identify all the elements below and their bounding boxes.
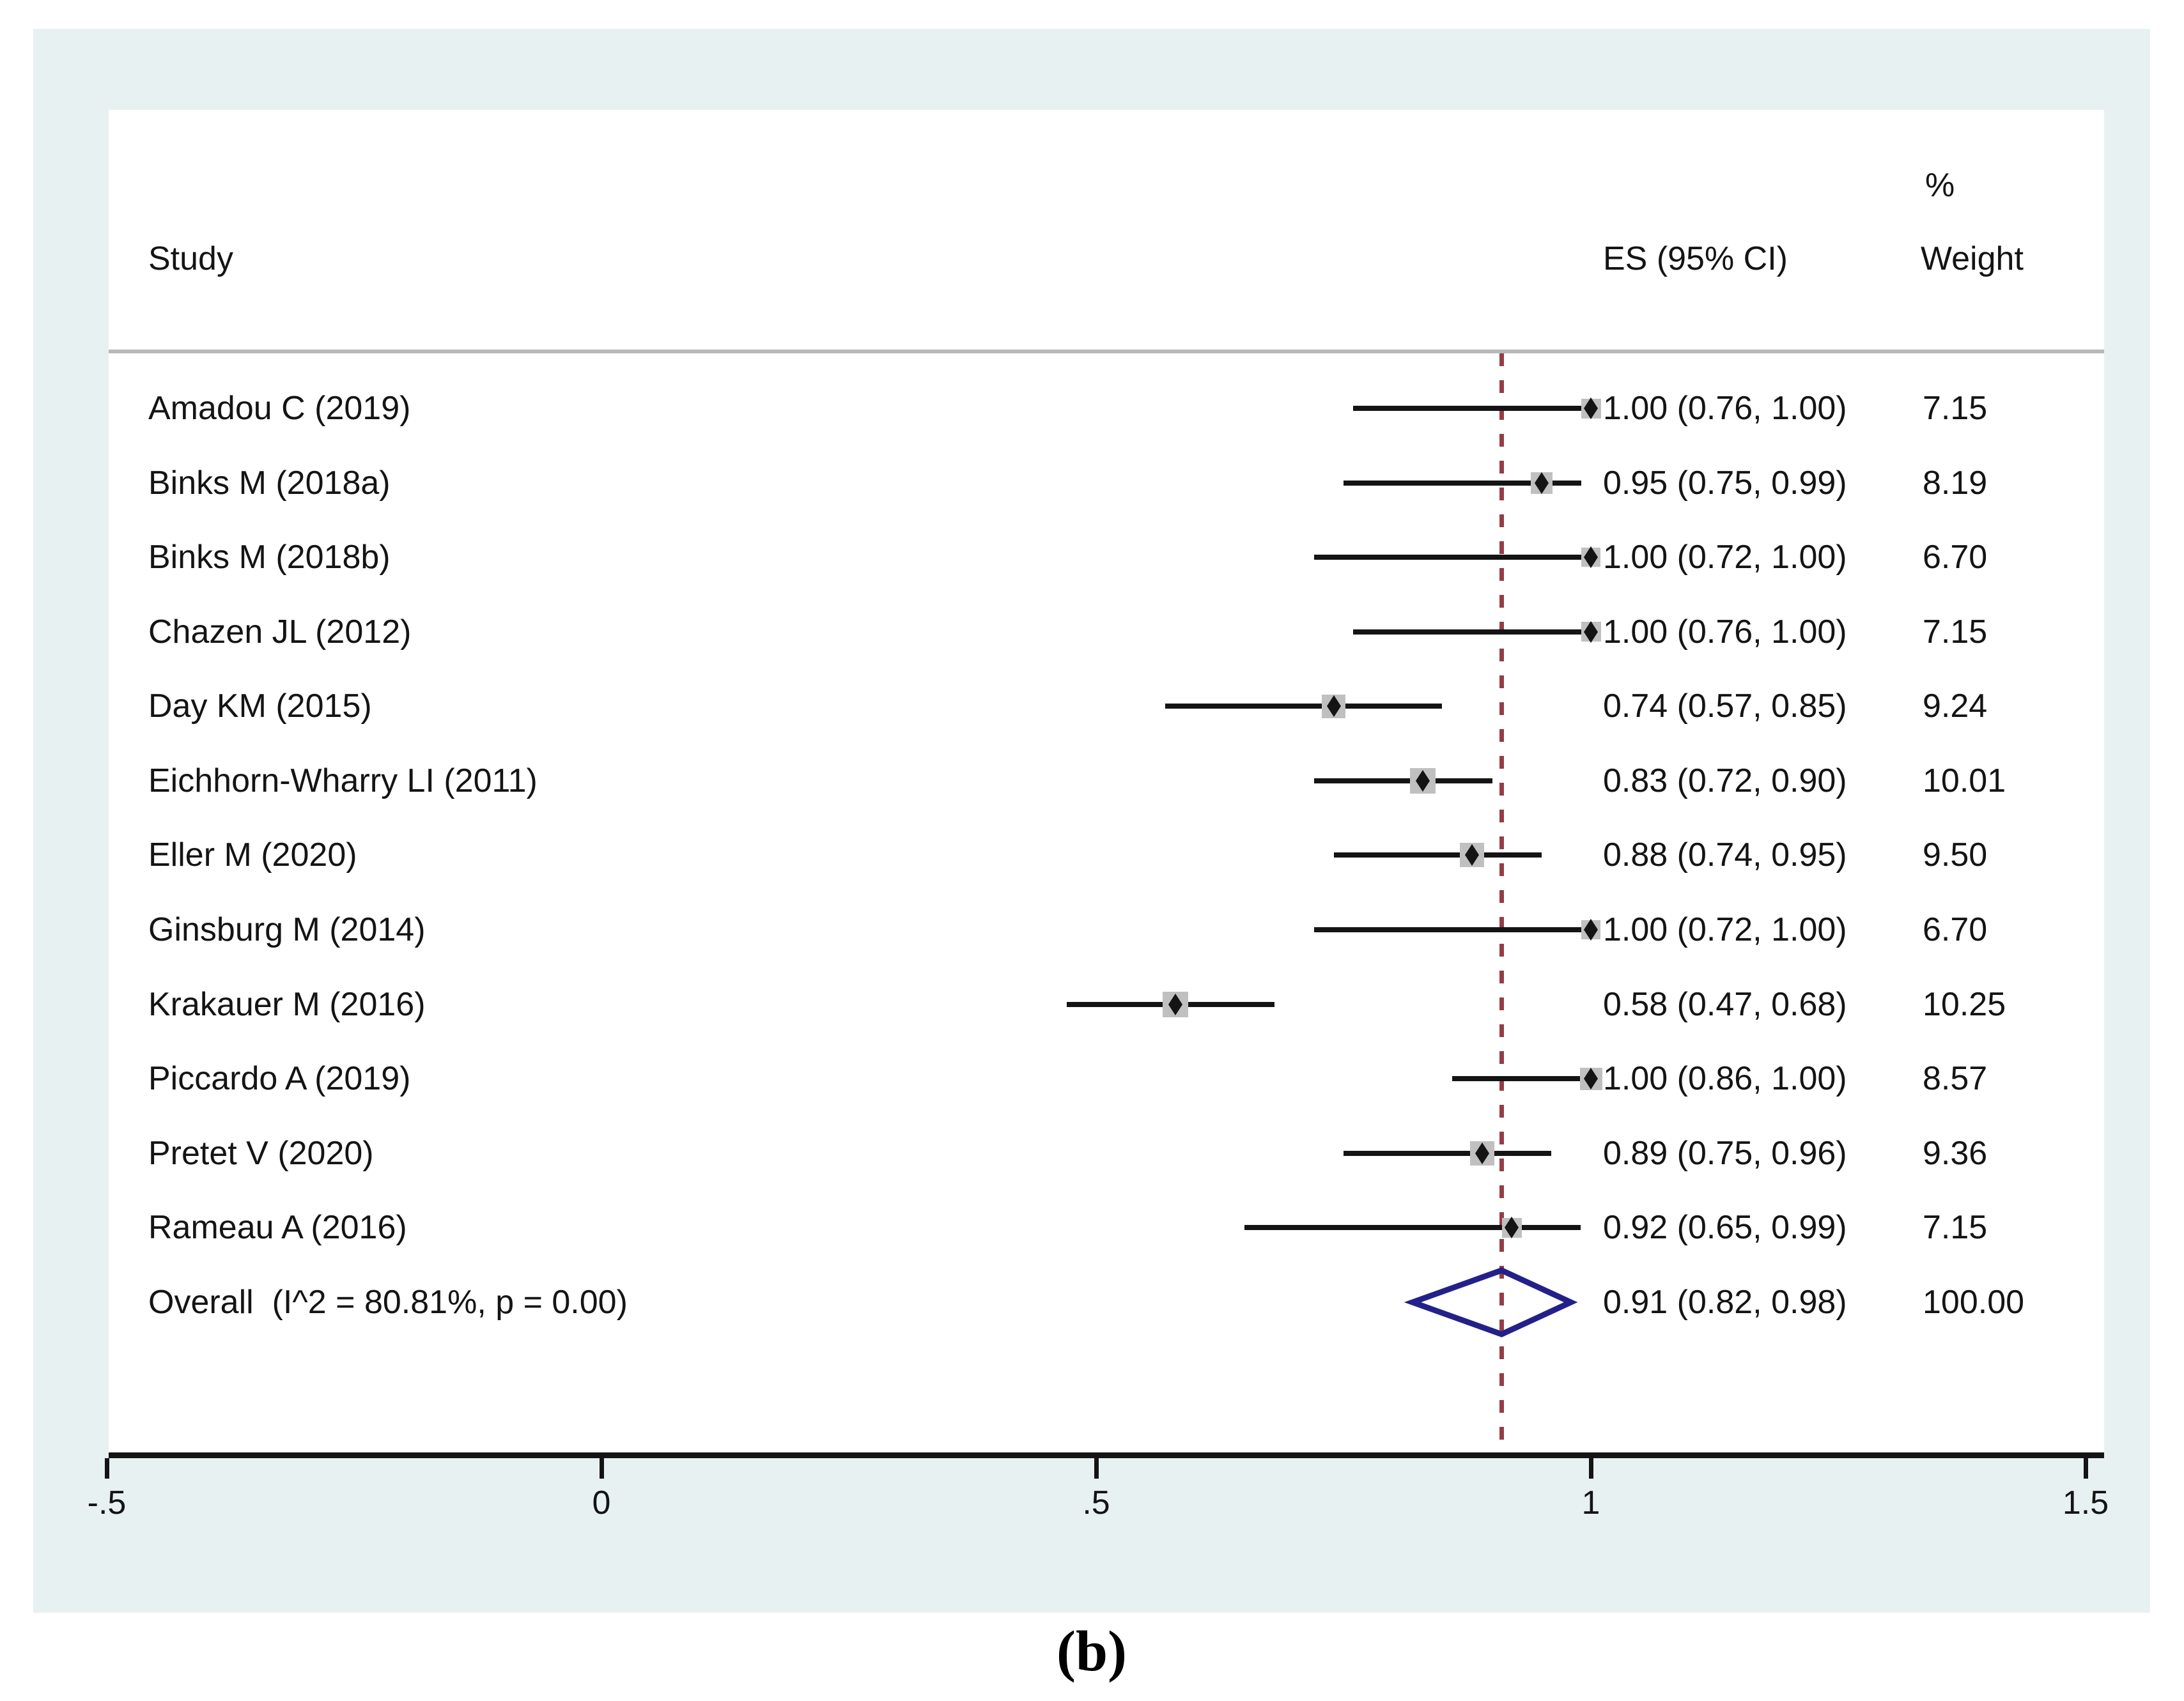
es-ci-value: 1.00 (0.76, 1.00) — [1603, 613, 1847, 650]
confidence-interval-line — [1334, 852, 1542, 858]
overall-reference-dashed-line — [1499, 353, 1504, 1452]
tick-label: -.5 — [87, 1484, 127, 1521]
overall-es-value: 0.91 (0.82, 0.98) — [1603, 1284, 1847, 1321]
study-label: Amadou C (2019) — [148, 390, 411, 427]
tick-mark — [1094, 1458, 1099, 1479]
effect-size-point-marker — [1505, 1217, 1519, 1238]
weight-value: 7.15 — [1923, 1209, 1988, 1246]
study-label: Binks M (2018a) — [148, 465, 391, 502]
x-axis-line — [109, 1452, 2104, 1458]
effect-size-point-marker — [1465, 844, 1479, 866]
es-ci-value: 0.95 (0.75, 0.99) — [1603, 465, 1847, 502]
study-label: Piccardo A (2019) — [148, 1060, 411, 1097]
effect-size-point-marker — [1168, 994, 1182, 1015]
effect-size-point-marker — [1584, 919, 1598, 941]
weight-value: 8.19 — [1923, 465, 1988, 502]
effect-size-point-marker — [1475, 1143, 1489, 1164]
tick-mark — [1589, 1458, 1593, 1479]
study-label: Krakauer M (2016) — [148, 986, 426, 1023]
weight-value: 10.01 — [1923, 762, 2006, 799]
confidence-interval-line — [1314, 927, 1591, 932]
tick-mark — [600, 1458, 604, 1479]
confidence-interval-line — [1344, 481, 1581, 486]
study-label: Pretet V (2020) — [148, 1135, 374, 1172]
confidence-interval-line — [1244, 1225, 1581, 1230]
es-ci-value: 0.89 (0.75, 0.96) — [1603, 1135, 1847, 1172]
weight-value: 7.15 — [1923, 613, 1988, 650]
study-label: Day KM (2015) — [148, 688, 372, 725]
confidence-interval-line — [1353, 406, 1591, 411]
es-ci-value: 1.00 (0.76, 1.00) — [1603, 390, 1847, 427]
confidence-interval-line — [1452, 1076, 1591, 1081]
weight-value: 9.24 — [1923, 688, 1988, 725]
effect-size-point-marker — [1584, 621, 1598, 643]
effect-size-point-marker — [1535, 472, 1549, 494]
plot-area — [109, 110, 2104, 1452]
study-label: Binks M (2018b) — [148, 539, 391, 576]
column-header-percent: % — [1925, 167, 1955, 204]
confidence-interval-line — [1165, 704, 1442, 709]
confidence-interval-line — [1344, 1151, 1551, 1156]
weight-value: 9.50 — [1923, 836, 1988, 874]
weight-value: 9.36 — [1923, 1135, 1988, 1172]
es-ci-value: 1.00 (0.72, 1.00) — [1603, 539, 1847, 576]
weight-value: 10.25 — [1923, 986, 2006, 1023]
tick-label: 1 — [1581, 1484, 1600, 1521]
confidence-interval-line — [1314, 778, 1492, 783]
header-separator-line — [109, 350, 2104, 353]
tick-mark — [105, 1458, 109, 1479]
weight-value: 6.70 — [1923, 911, 1988, 948]
effect-size-point-marker — [1584, 397, 1598, 419]
es-ci-value: 0.58 (0.47, 0.68) — [1603, 986, 1847, 1023]
es-ci-value: 0.74 (0.57, 0.85) — [1603, 688, 1847, 725]
tick-label: 0 — [592, 1484, 611, 1521]
confidence-interval-line — [1314, 555, 1591, 560]
es-ci-value: 0.92 (0.65, 0.99) — [1603, 1209, 1847, 1246]
es-ci-value: 1.00 (0.86, 1.00) — [1603, 1060, 1847, 1097]
overall-weight-value: 100.00 — [1923, 1284, 2025, 1321]
effect-size-point-marker — [1416, 770, 1430, 792]
tick-mark — [2084, 1458, 2088, 1479]
es-ci-value: 0.83 (0.72, 0.90) — [1603, 762, 1847, 799]
effect-size-point-marker — [1327, 695, 1341, 717]
effect-size-point-marker — [1584, 1068, 1598, 1089]
overall-pooled-diamond — [1404, 1267, 1578, 1337]
column-header-es-ci: ES (95% CI) — [1603, 240, 1788, 277]
study-label: Eller M (2020) — [148, 836, 357, 874]
study-label: Chazen JL (2012) — [148, 613, 412, 650]
column-header-study: Study — [148, 240, 233, 277]
study-label: Eichhorn-Wharry LI (2011) — [148, 762, 538, 799]
es-ci-value: 1.00 (0.72, 1.00) — [1603, 911, 1847, 948]
study-label: Ginsburg M (2014) — [148, 911, 426, 948]
column-header-weight: Weight — [1921, 240, 2024, 277]
weight-value: 6.70 — [1923, 539, 1988, 576]
tick-label: 1.5 — [2062, 1484, 2109, 1521]
weight-value: 8.57 — [1923, 1060, 1988, 1097]
panel-caption: (b) — [1057, 1620, 1127, 1683]
effect-size-point-marker — [1584, 546, 1598, 568]
study-label: Rameau A (2016) — [148, 1209, 407, 1246]
overall-row-label: Overall (I^2 = 80.81%, p = 0.00) — [148, 1284, 628, 1321]
weight-value: 7.15 — [1923, 390, 1988, 427]
tick-label: .5 — [1082, 1484, 1110, 1521]
confidence-interval-line — [1353, 629, 1591, 635]
es-ci-value: 0.88 (0.74, 0.95) — [1603, 836, 1847, 874]
